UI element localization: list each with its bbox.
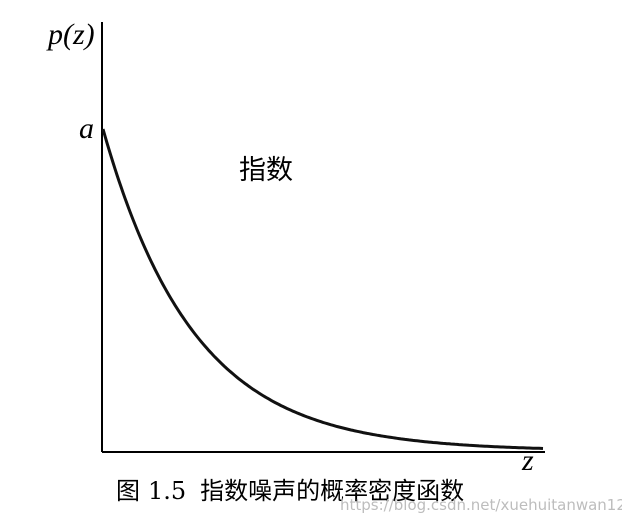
caption-title: 指数噪声的概率密度函数 [200,477,465,505]
x-axis-label: z [522,444,534,477]
caption-prefix: 图 [116,477,140,505]
watermark: https://blog.csdn.net/xuehuitanwan123 [340,496,622,514]
y-axis-label: p(z) [48,18,95,51]
curve-annotation: 指数 [239,155,293,186]
caption-number: 1.5 [148,477,187,505]
exponential-density-curve [101,128,544,450]
y-intercept-label: a [79,112,94,145]
figure-caption: 图 1.5 指数噪声的概率密度函数 [116,479,464,503]
